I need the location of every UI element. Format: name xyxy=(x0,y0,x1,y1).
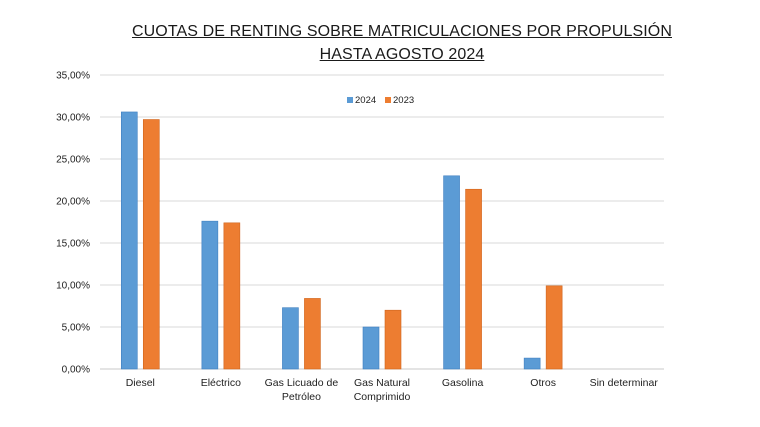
x-category-label: Sin determinar xyxy=(590,377,659,389)
bar-2024-5 xyxy=(523,357,541,370)
bar-2023-5 xyxy=(545,285,563,370)
bar-2023-1 xyxy=(223,222,241,370)
legend-swatch-2024 xyxy=(347,97,353,103)
y-tick-label: 35,00% xyxy=(56,71,90,82)
y-tick-label: 20,00% xyxy=(56,197,90,208)
x-category-label: Gasolina xyxy=(442,377,484,389)
legend-label-2024: 2024 xyxy=(355,95,376,106)
x-category-label: Diesel xyxy=(126,377,155,389)
x-category-label: Petróleo xyxy=(282,391,321,403)
x-category-label: Eléctrico xyxy=(201,377,241,389)
bar-2023-3 xyxy=(384,309,402,370)
x-category-label: Gas Natural xyxy=(354,377,410,389)
legend-swatch-2023 xyxy=(385,97,391,103)
y-tick-label: 10,00% xyxy=(56,281,90,292)
bar-2023-4 xyxy=(465,188,482,370)
chart-title-line-2: HASTA AGOSTO 2024 xyxy=(319,46,485,63)
bar-2024-4 xyxy=(443,175,460,370)
x-category-label: Gas Licuado de xyxy=(265,377,339,389)
y-tick-label: 5,00% xyxy=(62,323,90,334)
y-tick-label: 30,00% xyxy=(56,113,90,124)
bar-2023-2 xyxy=(304,298,321,370)
legend-label-2023: 2023 xyxy=(393,95,414,106)
y-tick-label: 25,00% xyxy=(56,155,90,166)
chart-title-line-1: CUOTAS DE RENTING SOBRE MATRICULACIONES … xyxy=(132,23,672,40)
x-category-label: Otros xyxy=(530,377,556,389)
x-category-label: Comprimido xyxy=(354,391,411,403)
bar-2023-0 xyxy=(142,119,160,370)
bar-2024-1 xyxy=(201,220,219,370)
y-tick-label: 0,00% xyxy=(62,365,90,376)
bar-2024-2 xyxy=(282,307,299,370)
bar-2024-3 xyxy=(362,326,380,370)
y-tick-label: 15,00% xyxy=(56,239,90,250)
bar-2024-0 xyxy=(120,111,138,370)
